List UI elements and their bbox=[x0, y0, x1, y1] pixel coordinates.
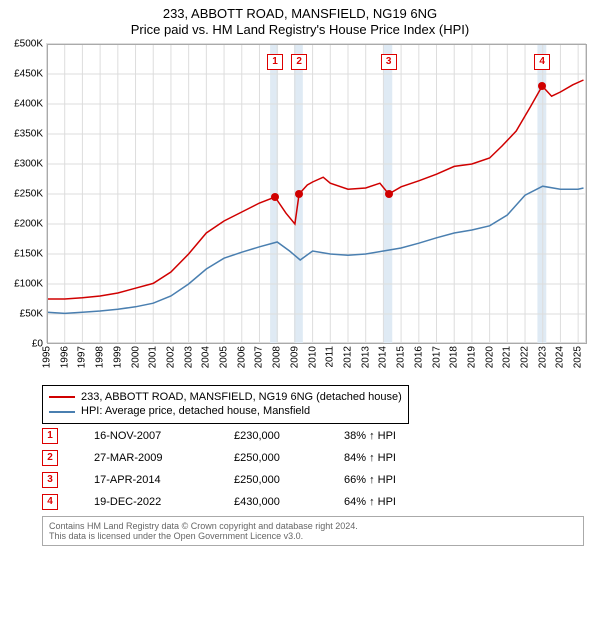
y-tick-label: £350K bbox=[14, 128, 43, 139]
x-tick-label: 2006 bbox=[236, 346, 247, 368]
x-tick-label: 2010 bbox=[307, 346, 318, 368]
sale-row-price: £230,000 bbox=[234, 430, 314, 442]
x-tick-label: 2017 bbox=[431, 346, 442, 368]
x-tick-label: 2016 bbox=[413, 346, 424, 368]
x-tick-label: 2013 bbox=[360, 346, 371, 368]
y-tick-label: £200K bbox=[14, 218, 43, 229]
y-tick-label: £50K bbox=[20, 308, 43, 319]
chart-area: 1234 £0£50K£100K£150K£200K£250K£300K£350… bbox=[6, 39, 594, 379]
x-tick-label: 2018 bbox=[449, 346, 460, 368]
sale-row-delta: 64% ↑ HPI bbox=[344, 496, 444, 508]
x-tick-label: 2023 bbox=[537, 346, 548, 368]
legend-label: HPI: Average price, detached house, Mans… bbox=[81, 404, 310, 419]
footer-line-2: This data is licensed under the Open Gov… bbox=[49, 531, 577, 541]
title-block: 233, ABBOTT ROAD, MANSFIELD, NG19 6NG Pr… bbox=[6, 6, 594, 39]
legend: 233, ABBOTT ROAD, MANSFIELD, NG19 6NG (d… bbox=[42, 385, 409, 425]
x-tick-label: 2004 bbox=[201, 346, 212, 368]
sale-row-price: £430,000 bbox=[234, 496, 314, 508]
x-tick-label: 2015 bbox=[396, 346, 407, 368]
sale-point-marker: 1 bbox=[267, 54, 283, 70]
sale-row-delta: 66% ↑ HPI bbox=[344, 474, 444, 486]
x-tick-label: 2014 bbox=[378, 346, 389, 368]
y-tick-label: £250K bbox=[14, 188, 43, 199]
y-tick-label: £450K bbox=[14, 68, 43, 79]
y-tick-label: £150K bbox=[14, 248, 43, 259]
sales-table: 1 16-NOV-2007 £230,000 38% ↑ HPI 2 27-MAR-200… bbox=[42, 428, 584, 510]
sale-row-date: 19-DEC-2022 bbox=[94, 496, 204, 508]
footer-attribution: Contains HM Land Registry data © Crown c… bbox=[42, 516, 584, 546]
y-axis-labels: £0£50K£100K£150K£200K£250K£300K£350K£400… bbox=[7, 44, 47, 342]
sale-point-marker: 2 bbox=[291, 54, 307, 70]
sale-point-dot bbox=[538, 82, 546, 90]
legend-item: HPI: Average price, detached house, Mans… bbox=[49, 404, 402, 419]
y-tick-label: £500K bbox=[14, 38, 43, 49]
legend-swatch bbox=[49, 396, 75, 398]
sale-point-dot bbox=[295, 190, 303, 198]
sale-row-marker: 4 bbox=[42, 494, 58, 510]
x-tick-label: 1996 bbox=[59, 346, 70, 368]
sale-point-marker: 3 bbox=[381, 54, 397, 70]
sale-row-marker: 2 bbox=[42, 450, 58, 466]
x-axis-labels: 1995199619971998199920002001200220032004… bbox=[47, 342, 585, 378]
sale-row-date: 16-NOV-2007 bbox=[94, 430, 204, 442]
x-tick-label: 2025 bbox=[573, 346, 584, 368]
chart-title: 233, ABBOTT ROAD, MANSFIELD, NG19 6NG bbox=[6, 6, 594, 22]
chart-subtitle: Price paid vs. HM Land Registry's House … bbox=[6, 22, 594, 38]
sale-row-delta: 38% ↑ HPI bbox=[344, 430, 444, 442]
x-tick-label: 2021 bbox=[502, 346, 513, 368]
sale-row-marker: 3 bbox=[42, 472, 58, 488]
x-tick-label: 1999 bbox=[112, 346, 123, 368]
sale-row-price: £250,000 bbox=[234, 474, 314, 486]
x-tick-label: 2011 bbox=[325, 346, 336, 368]
x-tick-label: 1997 bbox=[77, 346, 88, 368]
x-tick-label: 1995 bbox=[42, 346, 53, 368]
y-tick-label: £300K bbox=[14, 158, 43, 169]
sale-point-dot bbox=[271, 193, 279, 201]
x-tick-label: 2020 bbox=[484, 346, 495, 368]
x-tick-label: 2009 bbox=[289, 346, 300, 368]
x-tick-label: 2002 bbox=[165, 346, 176, 368]
x-tick-label: 1998 bbox=[95, 346, 106, 368]
sale-row-date: 17-APR-2014 bbox=[94, 474, 204, 486]
x-tick-label: 2024 bbox=[555, 346, 566, 368]
x-tick-label: 2022 bbox=[520, 346, 531, 368]
chart-container: 233, ABBOTT ROAD, MANSFIELD, NG19 6NG Pr… bbox=[0, 0, 600, 620]
x-tick-label: 2012 bbox=[342, 346, 353, 368]
x-tick-label: 2007 bbox=[254, 346, 265, 368]
legend-swatch bbox=[49, 411, 75, 413]
plot-region: 1234 £0£50K£100K£150K£200K£250K£300K£350… bbox=[46, 43, 586, 343]
sale-point-marker: 4 bbox=[534, 54, 550, 70]
sale-row-delta: 84% ↑ HPI bbox=[344, 452, 444, 464]
y-tick-label: £400K bbox=[14, 98, 43, 109]
x-tick-label: 2008 bbox=[272, 346, 283, 368]
plot-overlay: 12 3 4 bbox=[47, 44, 585, 342]
x-tick-label: 2005 bbox=[219, 346, 230, 368]
sale-row-marker: 1 bbox=[42, 428, 58, 444]
x-tick-label: 2001 bbox=[148, 346, 159, 368]
x-tick-label: 2019 bbox=[466, 346, 477, 368]
sale-point-dot bbox=[385, 190, 393, 198]
sale-row-date: 27-MAR-2009 bbox=[94, 452, 204, 464]
y-tick-label: £100K bbox=[14, 278, 43, 289]
footer-line-1: Contains HM Land Registry data © Crown c… bbox=[49, 521, 577, 531]
sale-row-price: £250,000 bbox=[234, 452, 314, 464]
x-tick-label: 2003 bbox=[183, 346, 194, 368]
x-tick-label: 2000 bbox=[130, 346, 141, 368]
legend-label: 233, ABBOTT ROAD, MANSFIELD, NG19 6NG (d… bbox=[81, 390, 402, 405]
legend-item: 233, ABBOTT ROAD, MANSFIELD, NG19 6NG (d… bbox=[49, 390, 402, 405]
